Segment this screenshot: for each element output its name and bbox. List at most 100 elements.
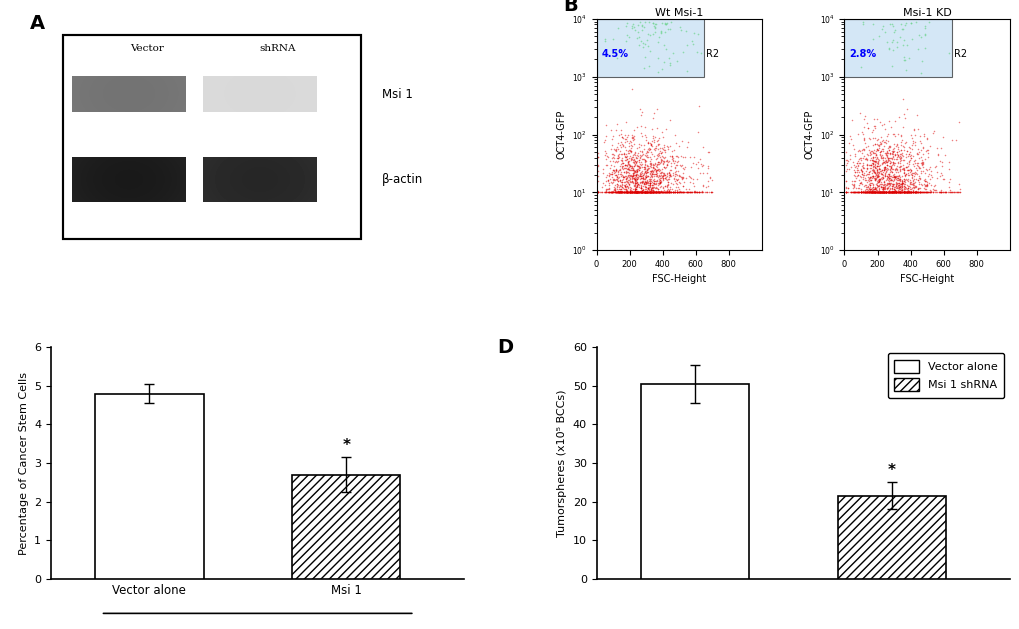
Point (893, 187, 909, 198)
Point (876, 181, 893, 191)
Point (634, 42, 650, 52)
Point (627, 187, 643, 198)
Point (898, 147, 914, 157)
Point (650, 170, 666, 181)
Point (679, 187, 695, 198)
Point (863, 186, 879, 196)
Point (681, 187, 697, 198)
Point (844, 157, 860, 167)
Point (906, 187, 922, 198)
Point (694, 187, 710, 198)
Point (852, 187, 868, 198)
Point (884, 187, 901, 198)
Point (861, 187, 877, 198)
Point (630, 161, 646, 171)
Point (922, 187, 938, 198)
Point (917, 187, 933, 198)
Point (625, 187, 641, 198)
Point (872, 187, 889, 198)
Point (872, 187, 889, 198)
Point (623, 136, 639, 147)
Point (867, 167, 883, 177)
Point (940, 164, 956, 174)
Point (595, 164, 611, 174)
Point (652, 26, 668, 36)
Point (651, 187, 667, 197)
Point (894, 187, 910, 198)
Point (697, 182, 713, 192)
Point (596, 187, 612, 198)
Point (895, 52, 911, 62)
Point (631, 172, 647, 182)
Point (882, 160, 899, 170)
Point (639, 187, 655, 198)
Point (648, 184, 664, 194)
Point (597, 185, 613, 195)
Point (630, 187, 646, 198)
Point (659, 187, 676, 198)
Point (651, 177, 667, 187)
Point (902, 153, 918, 163)
Point (606, 175, 623, 186)
Point (906, 158, 922, 168)
Point (616, 160, 633, 170)
Point (629, 148, 645, 158)
Point (871, 173, 888, 183)
Point (872, 150, 889, 160)
Point (608, 187, 625, 197)
Point (649, 186, 665, 196)
Point (880, 187, 897, 198)
Point (642, 187, 658, 198)
Point (614, 159, 631, 169)
Point (921, 186, 937, 196)
Point (864, 172, 880, 182)
Point (870, 175, 887, 186)
Point (589, 152, 605, 162)
Point (624, 187, 640, 198)
Point (890, 187, 906, 198)
Point (637, 187, 653, 197)
Point (858, 184, 874, 194)
Point (894, 187, 910, 198)
Point (869, 159, 886, 169)
Point (649, 67, 665, 77)
Point (873, 169, 890, 179)
Point (642, 139, 658, 149)
Point (633, 187, 649, 198)
Point (628, 164, 644, 174)
Point (666, 187, 683, 198)
Point (895, 160, 911, 170)
Point (616, 187, 633, 198)
Point (862, 160, 878, 170)
Point (597, 186, 613, 196)
Point (664, 187, 681, 198)
Point (936, 150, 953, 160)
Point (912, 31, 928, 42)
Point (658, 160, 675, 170)
Point (895, 187, 911, 198)
Point (858, 118, 874, 128)
Point (644, 185, 660, 195)
Point (930, 171, 947, 181)
Point (613, 149, 630, 159)
Point (905, 180, 921, 190)
Point (660, 187, 677, 198)
Point (628, 153, 644, 163)
Point (870, 170, 887, 181)
Point (892, 187, 908, 198)
Point (904, 186, 920, 196)
Point (869, 187, 886, 198)
Point (616, 187, 633, 198)
Point (628, 172, 644, 182)
Point (843, 133, 859, 143)
Point (884, 187, 901, 198)
Point (856, 187, 872, 198)
Point (856, 187, 872, 198)
Point (880, 170, 897, 180)
Point (838, 187, 854, 198)
Point (658, 187, 675, 198)
Point (641, 152, 657, 162)
Point (887, 177, 903, 187)
Point (656, 18, 673, 28)
Point (874, 182, 891, 192)
